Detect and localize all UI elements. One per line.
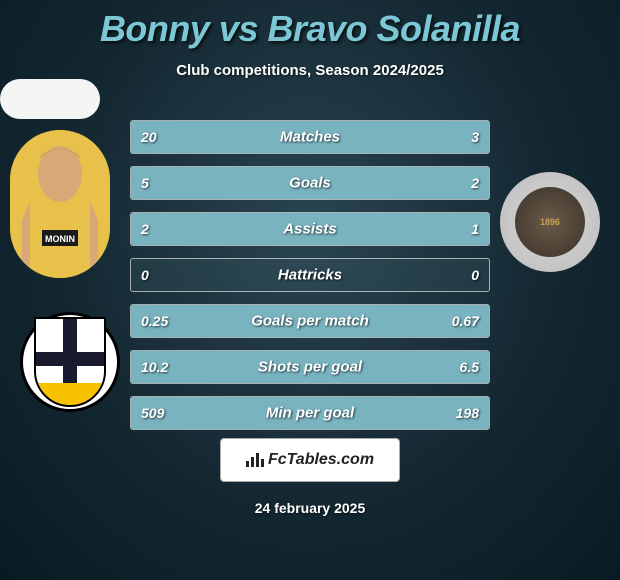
stat-row: 5 2 Goals bbox=[130, 166, 490, 200]
stat-label: Goals bbox=[289, 175, 331, 192]
stat-row: 509 198 Min per goal bbox=[130, 396, 490, 430]
date-text: 24 february 2025 bbox=[255, 500, 366, 516]
stat-row: 0 0 Hattricks bbox=[130, 258, 490, 292]
stat-value-right: 2 bbox=[471, 175, 479, 191]
stats-container: 20 3 Matches 5 2 Goals 2 1 Assists 0 0 Hattricks 0.2… bbox=[130, 120, 490, 442]
fctables-text: FcTables.com bbox=[268, 451, 374, 469]
player-right-placeholder bbox=[0, 79, 100, 119]
club-left-shield bbox=[34, 317, 106, 407]
club-badge-right: 1896 bbox=[500, 172, 600, 272]
stat-label: Matches bbox=[280, 129, 340, 146]
subtitle: Club competitions, Season 2024/2025 bbox=[0, 62, 620, 79]
stat-row: 10.2 6.5 Shots per goal bbox=[130, 350, 490, 384]
stat-value-right: 1 bbox=[471, 221, 479, 237]
bar-chart-icon bbox=[246, 453, 264, 467]
stat-value-right: 3 bbox=[471, 129, 479, 145]
club-right-year: 1896 bbox=[540, 217, 560, 227]
stat-value-right: 198 bbox=[456, 405, 479, 421]
stat-label: Shots per goal bbox=[258, 359, 362, 376]
bar-right bbox=[442, 121, 489, 153]
club-badge-left bbox=[20, 312, 120, 412]
club-right-inner: 1896 bbox=[515, 187, 585, 257]
stat-label: Hattricks bbox=[278, 267, 342, 284]
stat-value-left: 509 bbox=[141, 405, 164, 421]
stat-label: Min per goal bbox=[266, 405, 354, 422]
stat-label: Goals per match bbox=[251, 313, 369, 330]
stat-value-right: 6.5 bbox=[460, 359, 479, 375]
stat-row: 2 1 Assists bbox=[130, 212, 490, 246]
page-title: Bonny vs Bravo Solanilla bbox=[0, 0, 620, 50]
bar-left bbox=[131, 167, 385, 199]
stat-value-left: 0.25 bbox=[141, 313, 168, 329]
stat-value-left: 10.2 bbox=[141, 359, 168, 375]
shield-yellow-band bbox=[36, 383, 104, 405]
svg-text:MONIN: MONIN bbox=[45, 234, 75, 244]
player-left-silhouette: MONIN bbox=[10, 130, 110, 278]
fctables-badge: FcTables.com bbox=[220, 438, 400, 482]
player-left-photo: MONIN bbox=[10, 130, 110, 278]
stat-value-left: 0 bbox=[141, 267, 149, 283]
stat-row: 20 3 Matches bbox=[130, 120, 490, 154]
stat-value-right: 0.67 bbox=[452, 313, 479, 329]
stat-value-left: 2 bbox=[141, 221, 149, 237]
stat-label: Assists bbox=[283, 221, 336, 238]
stat-row: 0.25 0.67 Goals per match bbox=[130, 304, 490, 338]
stat-value-right: 0 bbox=[471, 267, 479, 283]
stat-value-left: 5 bbox=[141, 175, 149, 191]
stat-value-left: 20 bbox=[141, 129, 157, 145]
